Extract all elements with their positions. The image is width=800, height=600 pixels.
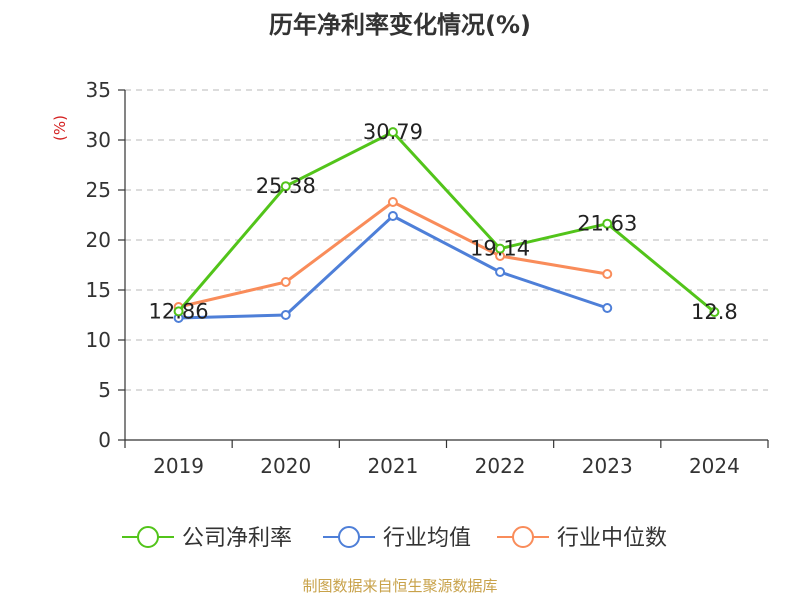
data-label: 25.38 — [256, 174, 316, 198]
legend-label: 行业均值 — [383, 526, 471, 551]
data-label: 19.14 — [470, 237, 530, 261]
data-label: 12.8 — [691, 300, 738, 324]
x-tick-label: 2021 — [367, 454, 418, 478]
series-0 — [173, 127, 720, 317]
legend-item[interactable]: 公司净利率 — [122, 526, 292, 551]
y-tick-label: 10 — [86, 328, 111, 352]
legend-marker — [512, 526, 534, 548]
data-point[interactable] — [495, 267, 506, 277]
series-line — [178, 214, 608, 320]
x-tick-label: 2023 — [582, 454, 633, 478]
data-point[interactable] — [280, 310, 291, 320]
x-tick-label: 2022 — [475, 454, 526, 478]
legend-marker — [338, 526, 360, 548]
y-tick-label: 30 — [86, 128, 111, 152]
data-label: 30.79 — [363, 120, 423, 144]
data-point[interactable] — [602, 218, 613, 229]
legend-label: 行业中位数 — [557, 526, 667, 551]
y-tick-label: 15 — [86, 278, 111, 302]
footer-source: 制图数据来自恒生聚源数据库 — [302, 577, 497, 595]
data-label: 12.86 — [149, 299, 209, 323]
y-tick-label: 20 — [86, 228, 111, 252]
x-tick-label: 2020 — [260, 454, 311, 478]
data-point[interactable] — [387, 127, 398, 138]
y-tick-label: 35 — [86, 78, 111, 102]
series-line — [177, 130, 716, 314]
legend-marker — [137, 526, 159, 548]
chart-title: 历年净利率变化情况(%) — [269, 11, 531, 39]
data-label: 21.63 — [577, 212, 637, 236]
data-point[interactable] — [173, 306, 184, 317]
x-tick-label: 2024 — [689, 454, 740, 478]
x-tick-label: 2019 — [153, 454, 204, 478]
data-point[interactable] — [387, 197, 398, 207]
y-tick-label: 5 — [98, 378, 111, 402]
data-point[interactable] — [280, 277, 291, 287]
data-point[interactable] — [280, 181, 291, 192]
y-tick-label: 25 — [86, 178, 111, 202]
data-point[interactable] — [387, 211, 398, 221]
data-point[interactable] — [602, 303, 613, 313]
series-1 — [173, 211, 613, 323]
legend-label: 公司净利率 — [182, 526, 292, 551]
data-point[interactable] — [709, 307, 720, 317]
legend-item[interactable]: 行业中位数 — [497, 526, 667, 551]
legend-item[interactable]: 行业均值 — [323, 526, 471, 551]
y-tick-label: 0 — [98, 428, 111, 452]
data-point[interactable] — [602, 269, 613, 279]
y-axis-label: (%) — [51, 115, 69, 141]
data-point[interactable] — [495, 243, 506, 254]
